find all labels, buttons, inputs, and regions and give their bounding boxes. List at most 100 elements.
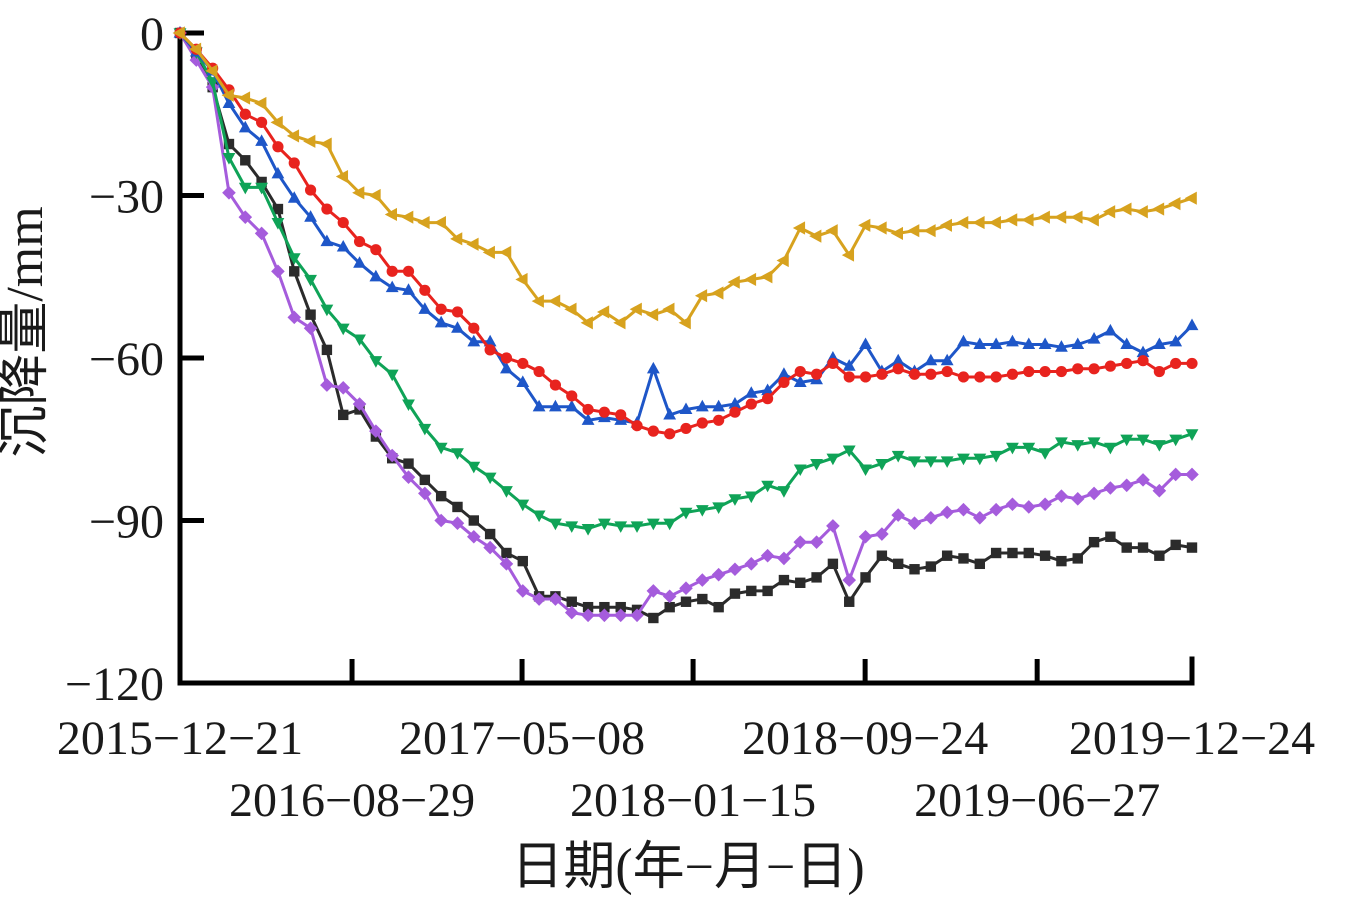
triangle-left-marker — [613, 316, 626, 330]
diamond-marker — [989, 502, 1003, 517]
circle-marker — [419, 284, 431, 296]
square-marker — [876, 550, 888, 561]
triangle-down-marker — [810, 459, 823, 471]
triangle-down-marker — [630, 521, 644, 533]
circle-marker — [598, 406, 610, 418]
triangle-left-marker — [335, 169, 349, 184]
diamond-marker — [303, 321, 318, 336]
diamond-marker — [1152, 483, 1167, 498]
triangle-left-marker — [662, 302, 675, 316]
circle-marker — [713, 414, 725, 426]
square-marker — [778, 574, 790, 586]
triangle-up-marker — [973, 337, 987, 350]
circle-marker — [1023, 365, 1035, 378]
triangle-left-marker — [743, 272, 757, 287]
triangle-up-marker — [842, 359, 856, 371]
triangle-left-marker — [580, 316, 593, 330]
y-tick-label: 0 — [140, 8, 164, 61]
triangle-down-marker — [597, 518, 611, 531]
triangle-up-marker — [891, 353, 905, 366]
circle-marker — [859, 371, 872, 383]
diamond-marker — [1119, 478, 1134, 493]
triangle-up-marker — [500, 361, 513, 374]
diamond-marker — [597, 608, 612, 623]
square-marker — [1056, 555, 1067, 567]
triangle-down-marker — [222, 152, 236, 165]
triangle-left-marker — [907, 224, 920, 238]
triangle-down-marker — [418, 423, 432, 436]
diamond-marker — [793, 535, 808, 549]
triangle-down-marker — [336, 323, 350, 336]
square-marker — [566, 596, 577, 607]
diamond-marker — [499, 557, 514, 571]
triangle-up-marker — [679, 402, 693, 415]
x-axis-title: 日期(年−月−日) — [511, 839, 864, 896]
diamond-marker — [222, 185, 236, 200]
triangle-up-marker — [793, 375, 807, 387]
diamond-marker — [450, 516, 465, 531]
square-marker — [1154, 550, 1165, 561]
diamond-marker — [613, 608, 628, 623]
triangle-left-marker — [352, 186, 365, 200]
triangle-left-marker — [792, 221, 806, 235]
triangle-up-marker — [304, 210, 317, 222]
square-marker — [1170, 539, 1181, 551]
square-marker — [615, 601, 626, 613]
triangle-left-marker — [694, 289, 708, 303]
triangle-down-marker — [679, 507, 693, 520]
triangle-left-marker — [548, 294, 561, 308]
y-tick-label: −90 — [89, 496, 164, 549]
triangle-up-marker — [1071, 337, 1085, 350]
square-marker — [664, 601, 675, 613]
square-marker — [240, 155, 251, 166]
square-marker — [958, 553, 969, 564]
diamond-marker — [1136, 473, 1150, 487]
circle-marker — [1088, 363, 1100, 375]
triangle-up-marker — [646, 361, 660, 374]
diamond-marker — [662, 589, 677, 604]
diamond-marker — [418, 486, 432, 501]
triangle-left-marker — [711, 286, 724, 300]
diamond-marker — [1168, 467, 1183, 482]
square-marker — [1023, 547, 1034, 559]
triangle-down-marker — [646, 518, 660, 531]
triangle-down-marker — [255, 182, 269, 195]
square-marker — [1007, 547, 1018, 559]
diamond-marker — [728, 562, 742, 577]
series-line-gold-triangle-left — [178, 31, 1193, 325]
square-marker — [484, 528, 496, 540]
square-marker — [827, 558, 839, 570]
circle-marker — [239, 108, 251, 120]
circle-marker — [321, 203, 333, 215]
circle-marker — [1039, 365, 1051, 378]
triangle-left-marker — [368, 188, 381, 203]
triangle-down-marker — [1055, 437, 1068, 449]
triangle-up-marker — [989, 337, 1003, 350]
triangle-down-marker — [712, 502, 726, 514]
square-marker — [338, 409, 349, 421]
triangle-up-marker — [402, 283, 415, 295]
triangle-down-marker — [1038, 448, 1052, 460]
square-marker — [272, 203, 284, 215]
triangle-up-marker — [728, 397, 742, 409]
triangle-up-marker — [451, 321, 464, 333]
diamond-marker — [385, 448, 399, 463]
square-marker — [1121, 542, 1132, 553]
diamond-marker — [1005, 497, 1020, 512]
diamond-marker — [1103, 481, 1118, 495]
diamond-marker — [1054, 489, 1069, 503]
circle-marker — [582, 403, 594, 416]
square-marker — [909, 564, 920, 575]
triangle-up-marker — [532, 399, 546, 412]
square-marker — [729, 588, 741, 599]
triangle-down-marker — [581, 524, 595, 536]
diamond-marker — [401, 470, 416, 484]
diamond-marker — [238, 210, 253, 224]
axes — [177, 27, 1195, 686]
triangle-left-marker — [172, 26, 185, 40]
triangle-down-marker — [565, 521, 579, 533]
triangle-up-marker — [549, 399, 562, 412]
triangle-up-marker — [1006, 334, 1019, 347]
triangle-down-marker — [320, 304, 334, 317]
